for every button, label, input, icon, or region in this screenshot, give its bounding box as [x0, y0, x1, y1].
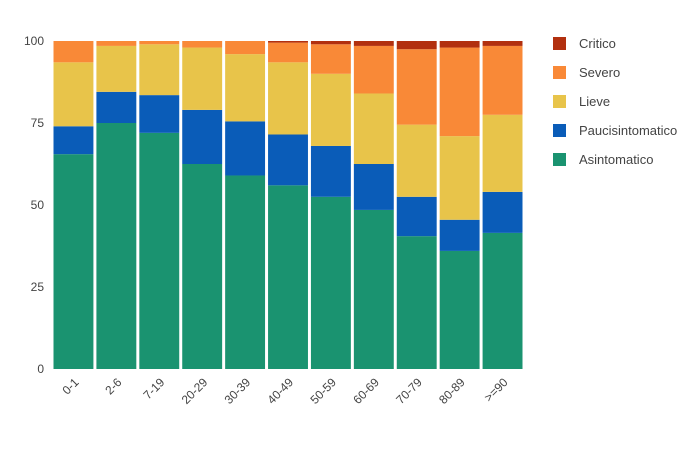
legend-item-critico[interactable]: Critico — [553, 33, 677, 53]
bar-segment-asintomatico[interactable] — [182, 164, 223, 369]
x-tick-label: 60-69 — [350, 375, 382, 407]
bar-segment-critico[interactable] — [310, 41, 351, 45]
legend-item-lieve[interactable]: Lieve — [553, 91, 677, 111]
x-tick-label: 20-29 — [179, 375, 211, 407]
bar-segment-critico[interactable] — [482, 41, 523, 46]
bar-segment-lieve[interactable] — [396, 124, 437, 197]
x-tick-label: >=90 — [481, 375, 510, 404]
bar-segment-severo[interactable] — [353, 45, 394, 94]
x-tick-label: 40-49 — [265, 375, 297, 407]
x-tick-label: 50-59 — [307, 375, 339, 407]
bar-segment-lieve[interactable] — [268, 62, 308, 135]
bar-segment-lieve[interactable] — [225, 54, 266, 122]
x-tick-label: 80-89 — [436, 375, 468, 407]
bar-segment-asintomatico[interactable] — [353, 209, 394, 369]
bar-segment-critico[interactable] — [396, 41, 437, 50]
x-tick-label: 2-6 — [102, 375, 124, 397]
y-tick-label: 75 — [31, 116, 45, 130]
bar-segment-severo[interactable] — [310, 44, 351, 74]
bar-segment-severo[interactable] — [225, 41, 266, 55]
bar-segment-lieve[interactable] — [139, 44, 180, 96]
bar-segment-asintomatico[interactable] — [96, 123, 137, 369]
legend-item-asintomatico[interactable]: Asintomatico — [553, 149, 677, 169]
x-tick-label: 30-39 — [222, 375, 254, 407]
bar-segment-lieve[interactable] — [96, 45, 137, 92]
bar-segment-paucisintomatico[interactable] — [310, 145, 351, 197]
bar-segment-asintomatico[interactable] — [225, 175, 266, 369]
x-tick-label: 7-19 — [141, 375, 168, 402]
legend-item-severo[interactable]: Severo — [553, 62, 677, 82]
bar-segment-asintomatico[interactable] — [396, 236, 437, 369]
bar-segment-asintomatico[interactable] — [482, 232, 523, 369]
bar-segment-paucisintomatico[interactable] — [439, 219, 480, 251]
y-tick-label: 0 — [37, 362, 44, 376]
y-tick-label: 50 — [31, 198, 45, 212]
bar-segment-lieve[interactable] — [482, 114, 523, 192]
bar-segment-paucisintomatico[interactable] — [96, 91, 137, 123]
bar-segment-severo[interactable] — [53, 41, 94, 63]
bar-segment-paucisintomatico[interactable] — [53, 126, 94, 155]
legend-swatch — [553, 65, 566, 79]
bar-segment-asintomatico[interactable] — [310, 196, 351, 369]
bar-segment-critico[interactable] — [353, 41, 394, 46]
bar-segment-lieve[interactable] — [310, 73, 351, 146]
bar-segment-paucisintomatico[interactable] — [482, 191, 523, 233]
legend-label: Critico — [579, 35, 616, 51]
bar-segment-severo[interactable] — [482, 45, 523, 115]
bar-segment-asintomatico[interactable] — [268, 185, 308, 369]
bar-segment-lieve[interactable] — [182, 47, 223, 110]
legend-label: Severo — [579, 64, 621, 80]
bar-segment-severo[interactable] — [396, 49, 437, 125]
x-tick-label: 0-1 — [59, 375, 81, 397]
bar-segment-lieve[interactable] — [53, 62, 94, 127]
y-tick-label: 25 — [31, 280, 45, 294]
bar-segment-severo[interactable] — [139, 41, 180, 45]
chart-legend: Critico Severo Lieve Paucisintomatico Asinto… — [553, 33, 677, 178]
bar-segment-critico[interactable] — [268, 41, 308, 43]
bar-segment-paucisintomatico[interactable] — [139, 95, 180, 133]
legend-label: Paucisintomatico — [579, 122, 678, 138]
bar-segment-lieve[interactable] — [353, 93, 394, 164]
bar-segment-paucisintomatico[interactable] — [268, 134, 308, 186]
bar-segment-asintomatico[interactable] — [139, 132, 180, 369]
bar-segment-paucisintomatico[interactable] — [396, 196, 437, 237]
legend-label: Lieve — [579, 93, 611, 109]
x-tick-label: 70-79 — [393, 375, 425, 407]
bar-segment-paucisintomatico[interactable] — [225, 121, 266, 176]
bar-segment-asintomatico[interactable] — [439, 250, 480, 369]
bar-segment-severo[interactable] — [268, 42, 308, 63]
legend-swatch — [553, 152, 566, 166]
bar-segment-severo[interactable] — [439, 47, 480, 137]
bar-segment-severo[interactable] — [96, 41, 137, 46]
bar-segment-severo[interactable] — [182, 41, 223, 48]
legend-swatch — [553, 123, 566, 137]
legend-item-paucisintomatico[interactable]: Paucisintomatico — [553, 120, 677, 140]
legend-label: Asintomatico — [579, 151, 654, 167]
bar-segment-paucisintomatico[interactable] — [182, 109, 223, 164]
bar-segment-lieve[interactable] — [439, 136, 480, 220]
legend-swatch — [553, 36, 566, 50]
bar-segment-paucisintomatico[interactable] — [353, 164, 394, 210]
legend-swatch — [553, 94, 566, 108]
y-tick-label: 100 — [24, 34, 44, 48]
bar-segment-critico[interactable] — [439, 41, 480, 48]
bar-segment-asintomatico[interactable] — [53, 154, 94, 369]
